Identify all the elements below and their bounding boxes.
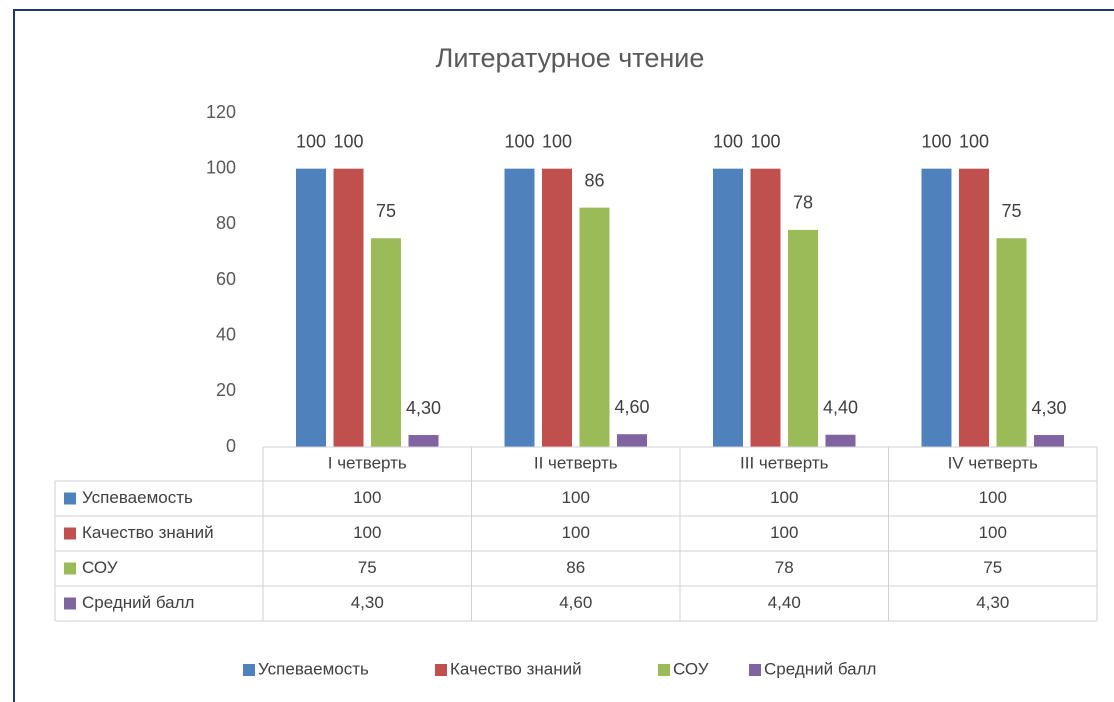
bar [504, 168, 535, 447]
x-tick-label: II четверть [534, 453, 618, 472]
bar [996, 238, 1027, 447]
data-label: 4,30 [406, 398, 441, 418]
x-tick-label: III четверть [740, 453, 829, 472]
x-tick-label: IV четверть [948, 453, 1038, 472]
y-tick-label: 120 [206, 102, 236, 122]
legend-key [658, 664, 670, 676]
table-cell: 4,30 [976, 593, 1009, 612]
bar [579, 207, 610, 447]
data-label: 100 [750, 131, 780, 151]
data-label: 100 [713, 131, 743, 151]
legend-key [749, 664, 761, 676]
bar [408, 435, 439, 447]
data-label: 100 [504, 131, 534, 151]
bar [1034, 435, 1064, 447]
legend-label: Средний балл [764, 659, 876, 678]
data-label: 75 [1001, 201, 1021, 221]
bar [921, 168, 952, 447]
table-cell: 75 [358, 558, 377, 577]
table-cell: 100 [979, 523, 1007, 542]
bar [333, 168, 364, 447]
legend-key [435, 664, 447, 676]
legend-label: СОУ [673, 659, 709, 678]
table-cell: 100 [979, 488, 1007, 507]
bar [713, 168, 743, 447]
data-label: 100 [296, 131, 326, 151]
y-tick-label: 40 [216, 324, 236, 344]
bar [542, 168, 572, 447]
table-cell: 78 [775, 558, 794, 577]
table-cell: 100 [770, 488, 798, 507]
data-label: 75 [376, 201, 396, 221]
data-label: 4,60 [614, 397, 649, 417]
y-tick-label: 60 [216, 269, 236, 289]
table-key [64, 492, 76, 505]
table-cell: 4,30 [351, 593, 384, 612]
bar [617, 434, 647, 447]
table-series-name: Качество знаний [82, 523, 214, 542]
legend-key [243, 664, 255, 676]
bar [371, 238, 401, 447]
bar [296, 168, 326, 447]
table-series-name: СОУ [82, 558, 118, 577]
table-cell: 100 [353, 523, 381, 542]
legend-label: Качество знаний [450, 659, 582, 678]
table-key [64, 527, 76, 540]
data-label: 100 [959, 131, 989, 151]
data-label: 100 [921, 131, 951, 151]
table-cell: 4,40 [768, 593, 801, 612]
x-tick-label: I четверть [328, 453, 407, 472]
data-label: 4,30 [1031, 398, 1066, 418]
data-label: 100 [333, 131, 363, 151]
table-cell: 75 [983, 558, 1002, 577]
legend-label: Успеваемость [258, 659, 369, 678]
table-cell: 100 [353, 488, 381, 507]
data-label: 100 [542, 131, 572, 151]
y-tick-label: 0 [226, 436, 236, 456]
table-cell: 86 [566, 558, 585, 577]
data-label: 86 [584, 170, 604, 190]
y-tick-label: 100 [206, 157, 236, 177]
bar [788, 229, 818, 447]
bar [959, 168, 989, 447]
table-cell: 100 [770, 523, 798, 542]
y-tick-label: 20 [216, 380, 236, 400]
table-key [64, 597, 76, 610]
data-label: 4,40 [823, 398, 858, 418]
bar [750, 168, 781, 447]
table-series-name: Средний балл [82, 593, 194, 612]
bar [825, 434, 856, 447]
table-cell: 4,60 [559, 593, 592, 612]
table-cell: 100 [562, 523, 590, 542]
table-cell: 100 [562, 488, 590, 507]
table-series-name: Успеваемость [82, 488, 193, 507]
chart-title: Литературное чтение [436, 43, 705, 73]
table-key [64, 562, 76, 575]
data-label: 78 [793, 193, 813, 213]
y-tick-label: 80 [216, 213, 236, 233]
